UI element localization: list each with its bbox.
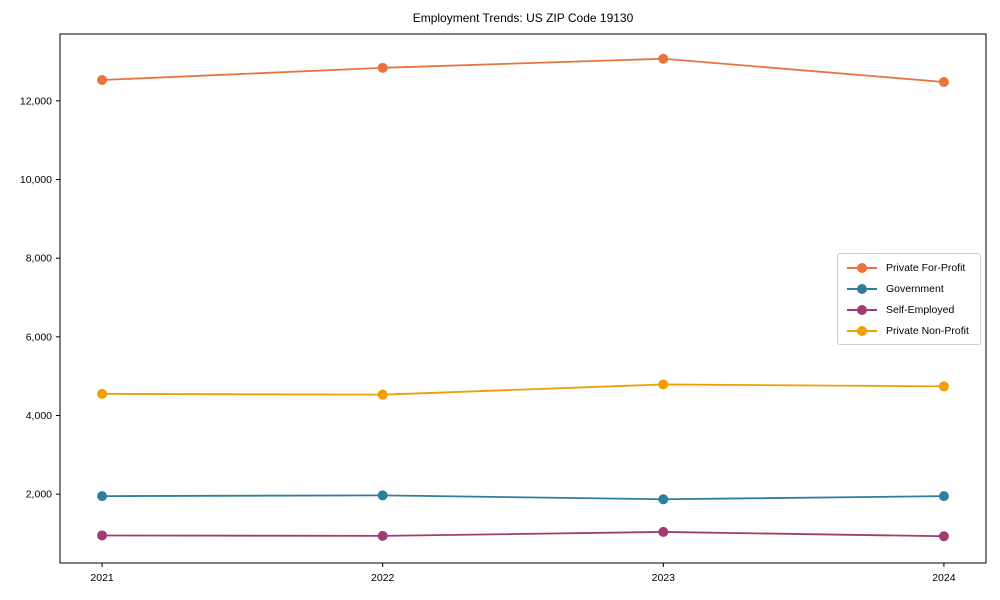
legend-dot-icon xyxy=(857,325,867,336)
series-line xyxy=(102,494,944,501)
legend-dot-icon xyxy=(857,304,867,315)
y-tick-label: 6,000 xyxy=(26,331,52,343)
legend-item: Self-Employed xyxy=(847,299,980,320)
y-tick-label: 10,000 xyxy=(20,174,52,186)
data-point xyxy=(377,389,388,400)
y-tick-label: 8,000 xyxy=(26,253,52,265)
data-point xyxy=(377,530,388,541)
chart-title: Employment Trends: US ZIP Code 19130 xyxy=(412,11,634,25)
series-line xyxy=(102,57,944,83)
legend-label: Government xyxy=(886,282,944,295)
y-tick-label: 2,000 xyxy=(26,489,52,501)
plot-border xyxy=(59,33,987,564)
legend-line-marker-icon xyxy=(847,283,877,294)
legend-item: Private For-Profit xyxy=(847,257,980,278)
data-point xyxy=(97,530,108,541)
data-point xyxy=(377,490,388,501)
legend-label: Self-Employed xyxy=(886,303,955,316)
data-point xyxy=(938,491,949,502)
legend-label: Private Non-Profit xyxy=(886,324,969,337)
legend-label: Private For-Profit xyxy=(886,261,966,274)
y-tick-label: 4,000 xyxy=(26,410,52,422)
data-point xyxy=(377,62,388,73)
legend-item: Private Non-Profit xyxy=(847,320,980,341)
x-tick-label: 2021 xyxy=(90,572,114,584)
data-point xyxy=(938,381,949,392)
data-point xyxy=(938,531,949,542)
data-point xyxy=(97,491,108,502)
legend-item: Government xyxy=(847,278,980,299)
data-point xyxy=(938,76,949,87)
legend-dot-icon xyxy=(857,262,867,273)
series-line xyxy=(102,531,944,538)
data-point xyxy=(658,494,669,505)
data-point xyxy=(97,75,108,86)
legend-line-marker-icon xyxy=(847,262,877,273)
data-point xyxy=(658,379,669,390)
legend-line-marker-icon xyxy=(847,304,877,315)
data-point xyxy=(658,526,669,537)
x-tick-label: 2024 xyxy=(932,572,956,584)
chart-legend: Private For-Profit Government Self-Emplo… xyxy=(837,253,981,345)
legend-line-marker-icon xyxy=(847,325,877,336)
legend-dot-icon xyxy=(857,283,867,294)
data-point xyxy=(97,388,108,399)
y-tick-label: 12,000 xyxy=(20,95,52,107)
data-point xyxy=(658,53,669,64)
x-tick-label: 2023 xyxy=(652,572,676,584)
x-tick-label: 2022 xyxy=(371,572,395,584)
series-line xyxy=(102,383,944,396)
